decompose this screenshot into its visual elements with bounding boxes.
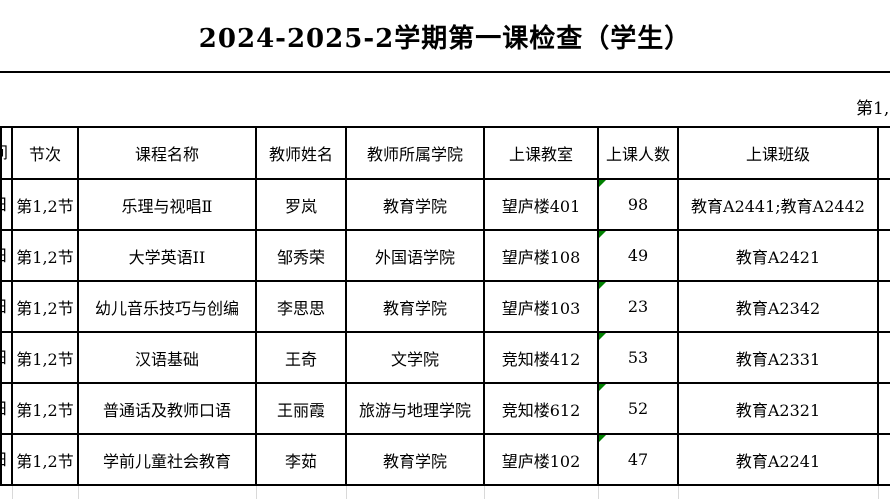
cell-college[interactable]: 教育学院 — [345, 433, 485, 486]
cell-jieci[interactable]: 第1,2节 — [11, 331, 79, 384]
clipped-left-cell: 日 — [0, 229, 13, 282]
count-value: 53 — [627, 348, 649, 367]
cell-count[interactable]: 23 — [597, 280, 679, 333]
count-value: 23 — [627, 297, 649, 316]
col-header-college[interactable]: 教师所属学院 — [345, 126, 485, 180]
table-row: 日 第1,2节 普通话及教师口语 王丽霞 旅游与地理学院 竞知楼612 52 教… — [0, 382, 890, 435]
cell-room[interactable]: 望庐楼401 — [483, 178, 599, 231]
col-header-jieci[interactable]: 节次 — [11, 126, 79, 180]
cell-course[interactable]: 普通话及教师口语 — [77, 382, 257, 435]
page-title: 2024-2025-2学期第一课检查（学生） — [198, 24, 692, 54]
partial-next-row — [1, 484, 890, 499]
cell-room[interactable]: 望庐楼102 — [483, 433, 599, 486]
count-value: 98 — [627, 195, 649, 214]
cell-course[interactable]: 乐理与视唱Ⅱ — [77, 178, 257, 231]
cell-classes[interactable]: 教育A2321 — [677, 382, 879, 435]
clipped-text-fragment: 日 — [3, 247, 8, 264]
error-indicator-triangle — [600, 334, 606, 340]
cell-jieci[interactable]: 第1,2节 — [11, 433, 79, 486]
cell-teacher[interactable]: 李茹 — [255, 433, 347, 486]
table-row: 日 第1,2节 学前儿童社会教育 李茹 教育学院 望庐楼102 47 教育A22… — [0, 433, 890, 486]
cell-classes[interactable]: 教育A2421 — [677, 229, 879, 282]
clipped-text-fragment: 日 — [3, 400, 8, 417]
clipped-text-fragment: 日 — [3, 349, 8, 366]
cell-teacher[interactable]: 王丽霞 — [255, 382, 347, 435]
cell-college[interactable]: 旅游与地理学院 — [345, 382, 485, 435]
count-value: 52 — [627, 399, 649, 418]
table-row: 日 第1,2节 大学英语II 邹秀荣 外国语学院 望庐楼108 49 教育A24… — [0, 229, 890, 282]
class-inspection-table: 间 节次 课程名称 教师姓名 教师所属学院 上课教室 上课人数 上课班级 日 第… — [0, 126, 890, 499]
clipped-left-cell: 日 — [0, 280, 13, 333]
cell-teacher[interactable]: 王奇 — [255, 331, 347, 384]
cell-room[interactable]: 望庐楼103 — [483, 280, 599, 333]
clipped-text-fragment: 间 — [3, 145, 8, 161]
cell-room[interactable]: 竞知楼412 — [483, 331, 599, 384]
error-indicator-triangle — [600, 436, 606, 442]
count-value: 49 — [627, 246, 649, 265]
error-indicator-triangle — [600, 385, 606, 391]
col-header-teacher[interactable]: 教师姓名 — [255, 126, 347, 180]
cell-teacher[interactable]: 罗岚 — [255, 178, 347, 231]
cell-count[interactable]: 98 — [597, 178, 679, 231]
clipped-right-cell — [877, 178, 890, 231]
cell-teacher[interactable]: 李思思 — [255, 280, 347, 333]
cell-college[interactable]: 外国语学院 — [345, 229, 485, 282]
cell-count[interactable]: 52 — [597, 382, 679, 435]
cell-teacher[interactable]: 邹秀荣 — [255, 229, 347, 282]
cell-course[interactable]: 大学英语II — [77, 229, 257, 282]
clipped-right-cell — [877, 331, 890, 384]
cell-count[interactable]: 47 — [597, 433, 679, 486]
error-indicator-triangle — [600, 181, 606, 187]
clipped-left-header-cell: 间 — [0, 126, 13, 180]
clipped-right-cell — [877, 280, 890, 333]
cell-count[interactable]: 49 — [597, 229, 679, 282]
cell-jieci[interactable]: 第1,2节 — [11, 178, 79, 231]
clipped-text-fragment: 日 — [3, 451, 8, 468]
count-value: 47 — [627, 450, 649, 469]
cell-jieci[interactable]: 第1,2节 — [11, 280, 79, 333]
cell-college[interactable]: 教育学院 — [345, 280, 485, 333]
cell-jieci[interactable]: 第1,2节 — [11, 382, 79, 435]
cell-room[interactable]: 望庐楼108 — [483, 229, 599, 282]
error-indicator-triangle — [600, 232, 606, 238]
cell-course[interactable]: 学前儿童社会教育 — [77, 433, 257, 486]
clipped-text-fragment: 日 — [3, 298, 8, 315]
cell-college[interactable]: 教育学院 — [345, 178, 485, 231]
clipped-right-cell — [877, 382, 890, 435]
cell-classes[interactable]: 教育A2441;教育A2442 — [677, 178, 879, 231]
page-number-note: 第1, — [856, 99, 890, 119]
cell-classes[interactable]: 教育A2331 — [677, 331, 879, 384]
col-header-classes[interactable]: 上课班级 — [677, 126, 879, 180]
cell-jieci[interactable]: 第1,2节 — [11, 229, 79, 282]
title-divider-line — [0, 71, 890, 73]
table-row: 日 第1,2节 幼儿音乐技巧与创编 李思思 教育学院 望庐楼103 23 教育A… — [0, 280, 890, 333]
clipped-left-cell: 日 — [0, 382, 13, 435]
table-row: 日 第1,2节 乐理与视唱Ⅱ 罗岚 教育学院 望庐楼401 98 教育A2441… — [0, 178, 890, 231]
col-header-count[interactable]: 上课人数 — [597, 126, 679, 180]
table-header-row: 间 节次 课程名称 教师姓名 教师所属学院 上课教室 上课人数 上课班级 — [0, 126, 890, 180]
clipped-text-fragment: 日 — [3, 196, 8, 213]
cell-course[interactable]: 幼儿音乐技巧与创编 — [77, 280, 257, 333]
clipped-right-cell — [877, 229, 890, 282]
clipped-left-cell: 日 — [0, 178, 13, 231]
clipped-left-cell: 日 — [0, 331, 13, 384]
cell-room[interactable]: 竞知楼612 — [483, 382, 599, 435]
cell-course[interactable]: 汉语基础 — [77, 331, 257, 384]
clipped-right-cell — [877, 433, 890, 486]
table-row: 日 第1,2节 汉语基础 王奇 文学院 竞知楼412 53 教育A2331 — [0, 331, 890, 384]
clipped-left-cell: 日 — [0, 433, 13, 486]
error-indicator-triangle — [600, 283, 606, 289]
cell-count[interactable]: 53 — [597, 331, 679, 384]
cell-classes[interactable]: 教育A2241 — [677, 433, 879, 486]
col-header-room[interactable]: 上课教室 — [483, 126, 599, 180]
cell-classes[interactable]: 教育A2342 — [677, 280, 879, 333]
clipped-right-header-cell — [877, 126, 890, 180]
cell-college[interactable]: 文学院 — [345, 331, 485, 384]
col-header-course[interactable]: 课程名称 — [77, 126, 257, 180]
